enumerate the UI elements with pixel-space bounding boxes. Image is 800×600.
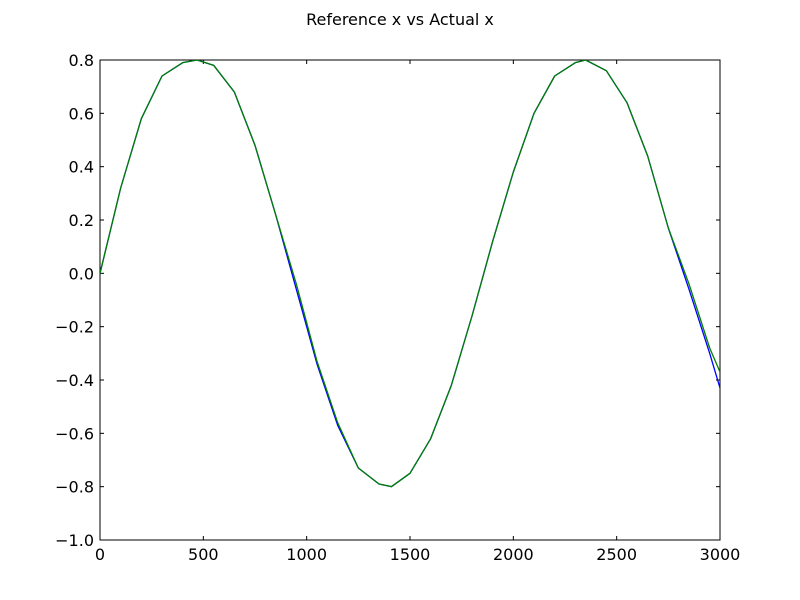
y-tick-label: −0.2 (55, 318, 94, 337)
y-tick-label: 0.2 (69, 211, 94, 230)
x-tick-label: 500 (188, 545, 219, 564)
x-tick-label: 2000 (493, 545, 534, 564)
y-axis: −1.0 −0.8 −0.6 −0.4 −0.2 0.0 0.2 0.4 0.6 0.8 (55, 51, 720, 550)
x-tick-label: 2500 (596, 545, 637, 564)
y-tick-label: −0.8 (55, 478, 94, 497)
x-tick-label: 1000 (286, 545, 327, 564)
x-axis: 0 500 1000 1500 2000 2500 3000 (95, 60, 740, 564)
y-tick-label: 0.6 (69, 104, 94, 123)
y-tick-label: −0.6 (55, 424, 94, 443)
plot-frame (99, 59, 721, 541)
x-tick-label: 1500 (390, 545, 431, 564)
x-tick-label: 0 (95, 545, 105, 564)
series-layer (100, 60, 720, 488)
y-tick-label: 0.0 (69, 264, 94, 283)
chart-title: Reference x vs Actual x (306, 10, 494, 29)
y-tick-label: 0.8 (69, 51, 94, 70)
y-tick-label: −1.0 (55, 531, 94, 550)
x-tick-label: 3000 (700, 545, 741, 564)
y-tick-label: 0.4 (69, 158, 94, 177)
series-line-1 (100, 60, 720, 488)
y-tick-label: −0.4 (55, 371, 94, 390)
series-line-0 (100, 60, 720, 488)
